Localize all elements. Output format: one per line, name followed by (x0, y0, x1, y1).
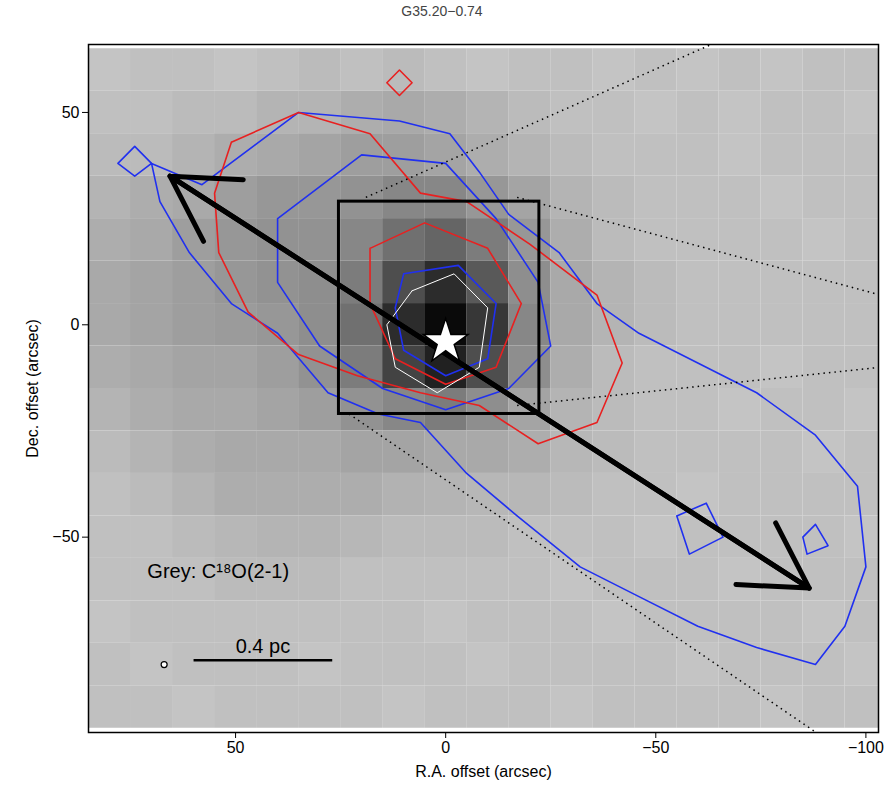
svg-text:−100: −100 (848, 739, 884, 756)
svg-text:−50: −50 (642, 739, 669, 756)
svg-text:Dec. offset (arcsec): Dec. offset (arcsec) (24, 319, 41, 457)
svg-text:50: 50 (227, 739, 245, 756)
svg-text:0: 0 (441, 739, 450, 756)
svg-text:50: 50 (62, 104, 80, 121)
svg-text:Grey: C¹⁸O(2-1): Grey: C¹⁸O(2-1) (147, 560, 289, 582)
svg-text:R.A. offset (arcsec): R.A. offset (arcsec) (415, 763, 552, 780)
svg-text:0.4 pc: 0.4 pc (236, 635, 290, 657)
svg-text:0: 0 (71, 316, 80, 333)
html-text:G35.20−0.74: G35.20−0.74 (401, 3, 483, 19)
svg-text:−50: −50 (52, 528, 79, 545)
